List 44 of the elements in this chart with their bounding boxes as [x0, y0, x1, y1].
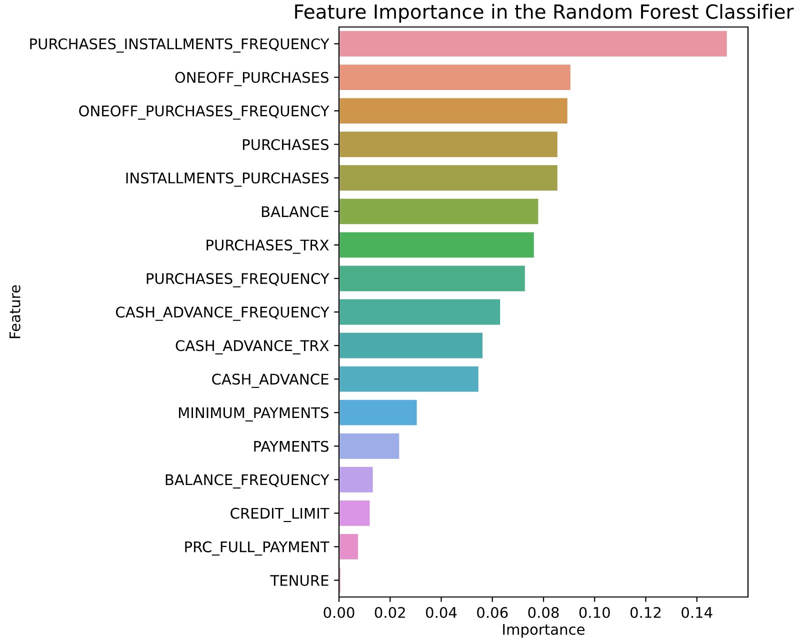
y-tick-label: PRC_FULL_PAYMENT — [185, 541, 330, 556]
bar — [339, 466, 374, 494]
y-tick-label: CASH_ADVANCE_FREQUENCY — [116, 306, 330, 321]
y-tick-label: PURCHASES — [242, 139, 328, 150]
bar — [339, 230, 536, 260]
y-tick-label: CASH_ADVANCE_TRX — [176, 340, 329, 354]
y-tick-label: PURCHASES_TRX — [206, 240, 329, 254]
x-tick-label: 0.06 — [477, 606, 508, 618]
x-tick-label: 0.08 — [528, 606, 559, 618]
x-tick-label: 0.04 — [426, 606, 457, 618]
bar — [339, 499, 372, 528]
y-tick-label: BALANCE_FREQUENCY — [166, 474, 330, 488]
bar — [339, 364, 480, 394]
x-tick-label: 0.02 — [374, 606, 405, 618]
bar — [339, 398, 418, 427]
bar — [339, 164, 559, 192]
y-tick-label: BALANCE — [262, 206, 328, 218]
y-tick-label: PURCHASES_FREQUENCY — [146, 273, 330, 288]
bar — [339, 63, 572, 92]
y-tick-label: PURCHASES_INSTALLMENTS_FREQUENCY — [30, 38, 330, 53]
y-axis-title: Feature — [10, 285, 20, 338]
x-tick-label: 0.14 — [682, 606, 712, 618]
chart-title: Feature Importance in the Random Forest Classifier — [295, 4, 794, 23]
bar — [339, 96, 569, 125]
bar — [339, 130, 559, 158]
y-tick-label: MINIMUM_PAYMENTS — [178, 407, 328, 422]
bar — [339, 298, 502, 326]
bar — [339, 30, 728, 58]
y-tick-label: INSTALLMENTS_PURCHASES — [126, 172, 328, 187]
y-tick-label: PAYMENTS — [254, 440, 328, 452]
x-tick-label: 0.12 — [630, 606, 661, 618]
y-tick-label: ONEOFF_PURCHASES_FREQUENCY — [79, 105, 330, 120]
y-tick-label: ONEOFF_PURCHASES — [175, 72, 328, 86]
bar — [339, 331, 484, 360]
x-tick-label: 0.00 — [324, 606, 354, 618]
x-tick-label: 0.10 — [579, 606, 610, 618]
y-tick-label: CREDIT_LIMIT — [230, 508, 330, 522]
bar — [339, 532, 360, 561]
bar — [339, 432, 401, 460]
x-axis-title: Importance — [503, 624, 585, 638]
y-tick-label: TENURE — [270, 575, 328, 586]
y-tick-label: CASH_ADVANCE — [212, 374, 328, 388]
bar — [339, 197, 540, 226]
bar — [339, 264, 526, 293]
